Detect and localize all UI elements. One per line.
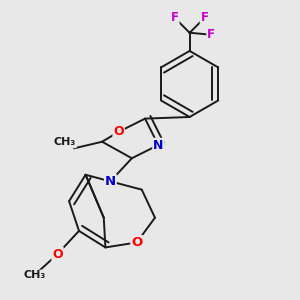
Text: N: N (153, 139, 164, 152)
Text: O: O (52, 248, 63, 260)
Text: F: F (207, 28, 215, 41)
Text: O: O (131, 236, 142, 249)
Text: CH₃: CH₃ (23, 271, 46, 281)
Text: N: N (105, 175, 116, 188)
Text: F: F (200, 11, 208, 24)
Text: CH₃: CH₃ (54, 137, 76, 147)
Text: F: F (171, 11, 179, 24)
Text: O: O (113, 125, 124, 138)
